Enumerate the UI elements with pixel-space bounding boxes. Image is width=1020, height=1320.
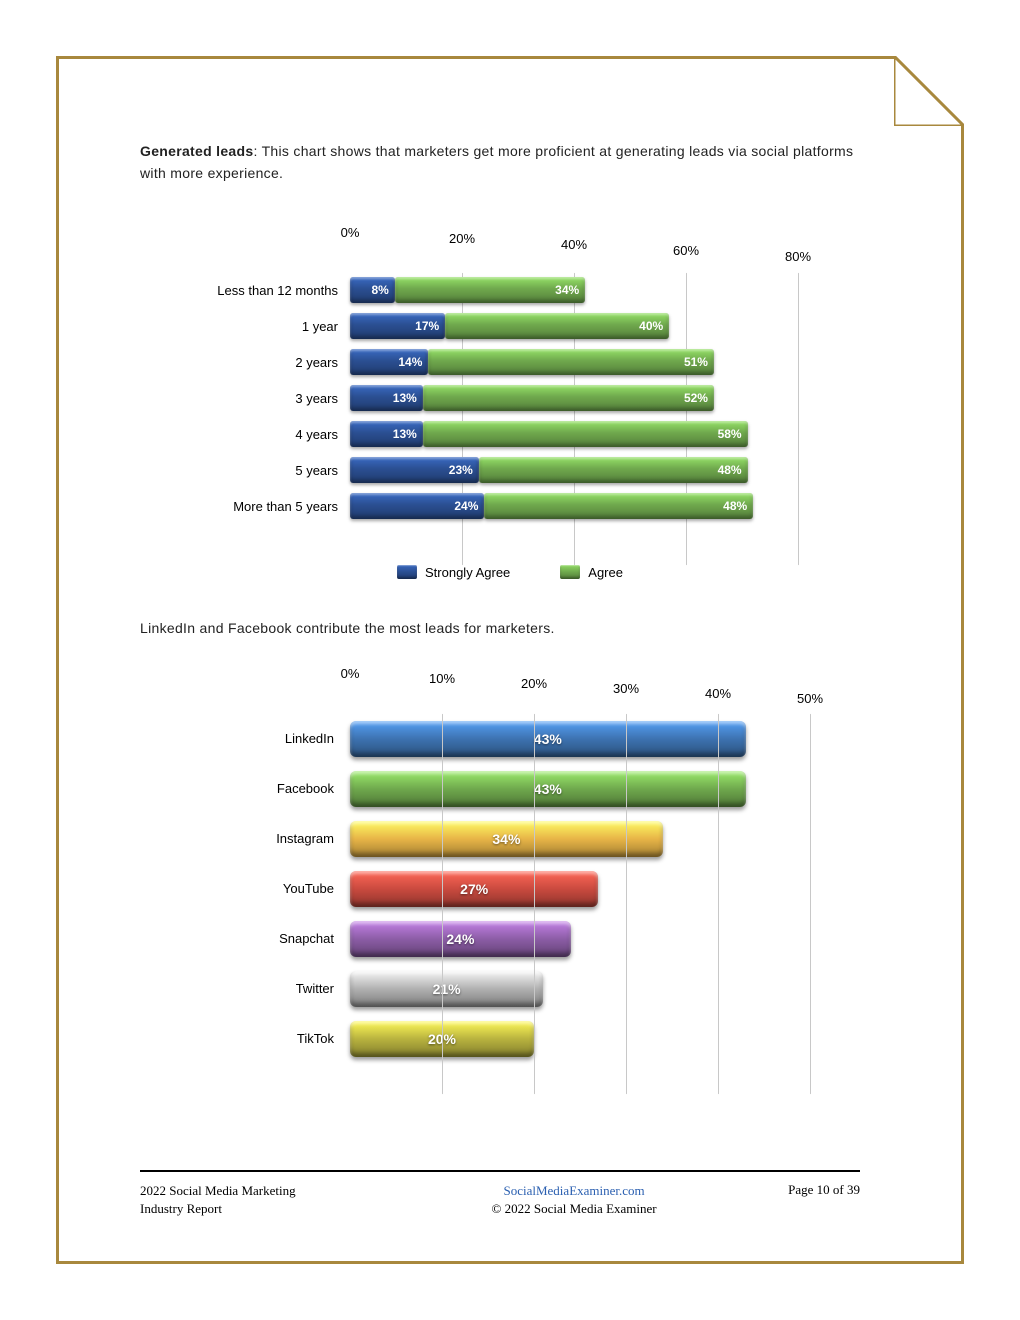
chart2-gridline [718, 714, 719, 1094]
chart1-row-label: More than 5 years [200, 499, 350, 514]
chart1-bar-agree: 48% [484, 493, 753, 519]
chart2-bar: 27% [350, 871, 598, 907]
chart1-row: 4 years13%58% [200, 417, 820, 453]
chart2-row-label: LinkedIn [230, 731, 350, 746]
chart1-bar-strongly-agree: 13% [350, 421, 423, 447]
chart2-row-label: TikTok [230, 1031, 350, 1046]
page-content: Generated leads: This chart shows that m… [140, 140, 880, 1064]
chart2-row: TikTok20% [230, 1014, 850, 1064]
chart1-axis-tick: 0% [341, 225, 360, 240]
chart1-axis: 0%20%40%60%80% [200, 225, 820, 253]
chart2-row-label: Twitter [230, 981, 350, 996]
chart1-legend-item: Agree [560, 565, 623, 580]
chart2-gridline [442, 714, 443, 1094]
footer-report-title-1: 2022 Social Media Marketing [140, 1183, 296, 1198]
chart1-bars-container: Less than 12 months8%34%1 year17%40%2 ye… [200, 273, 820, 525]
chart2-axis: 0%10%20%30%40%50% [230, 666, 850, 694]
chart1-bar-area: 23%48% [350, 457, 820, 485]
chart1-bar-agree: 52% [423, 385, 714, 411]
page-footer: 2022 Social Media Marketing Industry Rep… [140, 1182, 860, 1218]
mid-paragraph: LinkedIn and Facebook contribute the mos… [140, 620, 880, 636]
chart2-bar: 43% [350, 771, 746, 807]
dog-ear-fold [894, 56, 964, 126]
legend-label: Agree [588, 565, 623, 580]
chart2-row-label: Snapchat [230, 931, 350, 946]
chart2-bar: 43% [350, 721, 746, 757]
chart1-legend-item: Strongly Agree [397, 565, 510, 580]
footer-rule [140, 1170, 860, 1172]
chart2-gridline [534, 714, 535, 1094]
chart2-axis-tick: 40% [705, 686, 731, 701]
legend-swatch [397, 565, 417, 579]
footer-left: 2022 Social Media Marketing Industry Rep… [140, 1182, 360, 1218]
chart2-axis-tick: 10% [429, 671, 455, 686]
chart1-bar-agree: 51% [428, 349, 714, 375]
chart1-row-label: Less than 12 months [200, 283, 350, 298]
chart1-row-label: 5 years [200, 463, 350, 478]
chart-generated-leads-by-experience: 0%20%40%60%80% Less than 12 months8%34%1… [200, 225, 820, 580]
chart1-bar-agree: 58% [423, 421, 748, 447]
chart1-bar-area: 13%52% [350, 385, 820, 413]
chart1-bar-strongly-agree: 23% [350, 457, 479, 483]
footer-copyright: © 2022 Social Media Examiner [492, 1201, 657, 1216]
footer-page-number: Page 10 of 39 [788, 1182, 860, 1197]
chart1-row: More than 5 years24%48% [200, 489, 820, 525]
chart2-bar: 21% [350, 971, 543, 1007]
chart2-gridline [810, 714, 811, 1094]
legend-label: Strongly Agree [425, 565, 510, 580]
chart1-row-label: 3 years [200, 391, 350, 406]
footer-link[interactable]: SocialMediaExaminer.com [503, 1183, 644, 1198]
intro-paragraph: Generated leads: This chart shows that m… [140, 140, 880, 185]
footer-right: Page 10 of 39 [788, 1182, 860, 1218]
chart1-bar-agree: 48% [479, 457, 748, 483]
footer-center: SocialMediaExaminer.com © 2022 Social Me… [492, 1182, 657, 1218]
chart1-bar-strongly-agree: 17% [350, 313, 445, 339]
chart1-axis-tick: 40% [561, 237, 587, 252]
chart1-row-label: 4 years [200, 427, 350, 442]
chart1-bar-strongly-agree: 13% [350, 385, 423, 411]
chart2-row: Facebook43% [230, 764, 850, 814]
chart2-bars-container: LinkedIn43%Facebook43%Instagram34%YouTub… [230, 714, 850, 1064]
chart2-axis-tick: 0% [341, 666, 360, 681]
chart2-axis-tick: 20% [521, 676, 547, 691]
chart1-bar-area: 24%48% [350, 493, 820, 521]
chart1-bar-area: 8%34% [350, 277, 820, 305]
chart1-axis-tick: 60% [673, 243, 699, 258]
chart1-bar-strongly-agree: 8% [350, 277, 395, 303]
chart1-row-label: 1 year [200, 319, 350, 334]
chart1-bar-area: 17%40% [350, 313, 820, 341]
chart1-bar-area: 13%58% [350, 421, 820, 449]
chart1-row: 1 year17%40% [200, 309, 820, 345]
chart2-row: Twitter21% [230, 964, 850, 1014]
chart1-bar-strongly-agree: 24% [350, 493, 484, 519]
chart1-axis-tick: 20% [449, 231, 475, 246]
chart1-row: 5 years23%48% [200, 453, 820, 489]
chart2-row-label: Instagram [230, 831, 350, 846]
chart2-row: Instagram34% [230, 814, 850, 864]
chart2-axis-tick: 30% [613, 681, 639, 696]
chart1-bar-agree: 40% [445, 313, 669, 339]
chart1-bar-area: 14%51% [350, 349, 820, 377]
chart2-bar: 24% [350, 921, 571, 957]
chart1-row: 2 years14%51% [200, 345, 820, 381]
chart2-row: Snapchat24% [230, 914, 850, 964]
chart2-gridline [626, 714, 627, 1094]
chart2-row-label: Facebook [230, 781, 350, 796]
chart2-row-label: YouTube [230, 881, 350, 896]
chart2-row: LinkedIn43% [230, 714, 850, 764]
legend-swatch [560, 565, 580, 579]
chart1-row: 3 years13%52% [200, 381, 820, 417]
chart1-axis-tick: 80% [785, 249, 811, 264]
chart1-row: Less than 12 months8%34% [200, 273, 820, 309]
chart2-bar: 34% [350, 821, 663, 857]
chart1-bar-agree: 34% [395, 277, 585, 303]
chart1-bar-strongly-agree: 14% [350, 349, 428, 375]
chart2-row: YouTube27% [230, 864, 850, 914]
chart2-axis-tick: 50% [797, 691, 823, 706]
chart1-row-label: 2 years [200, 355, 350, 370]
intro-bold: Generated leads [140, 143, 253, 159]
footer-report-title-2: Industry Report [140, 1201, 222, 1216]
chart-leads-by-platform: 0%10%20%30%40%50% LinkedIn43%Facebook43%… [230, 666, 850, 1064]
chart1-legend: Strongly Agree Agree [200, 565, 820, 580]
